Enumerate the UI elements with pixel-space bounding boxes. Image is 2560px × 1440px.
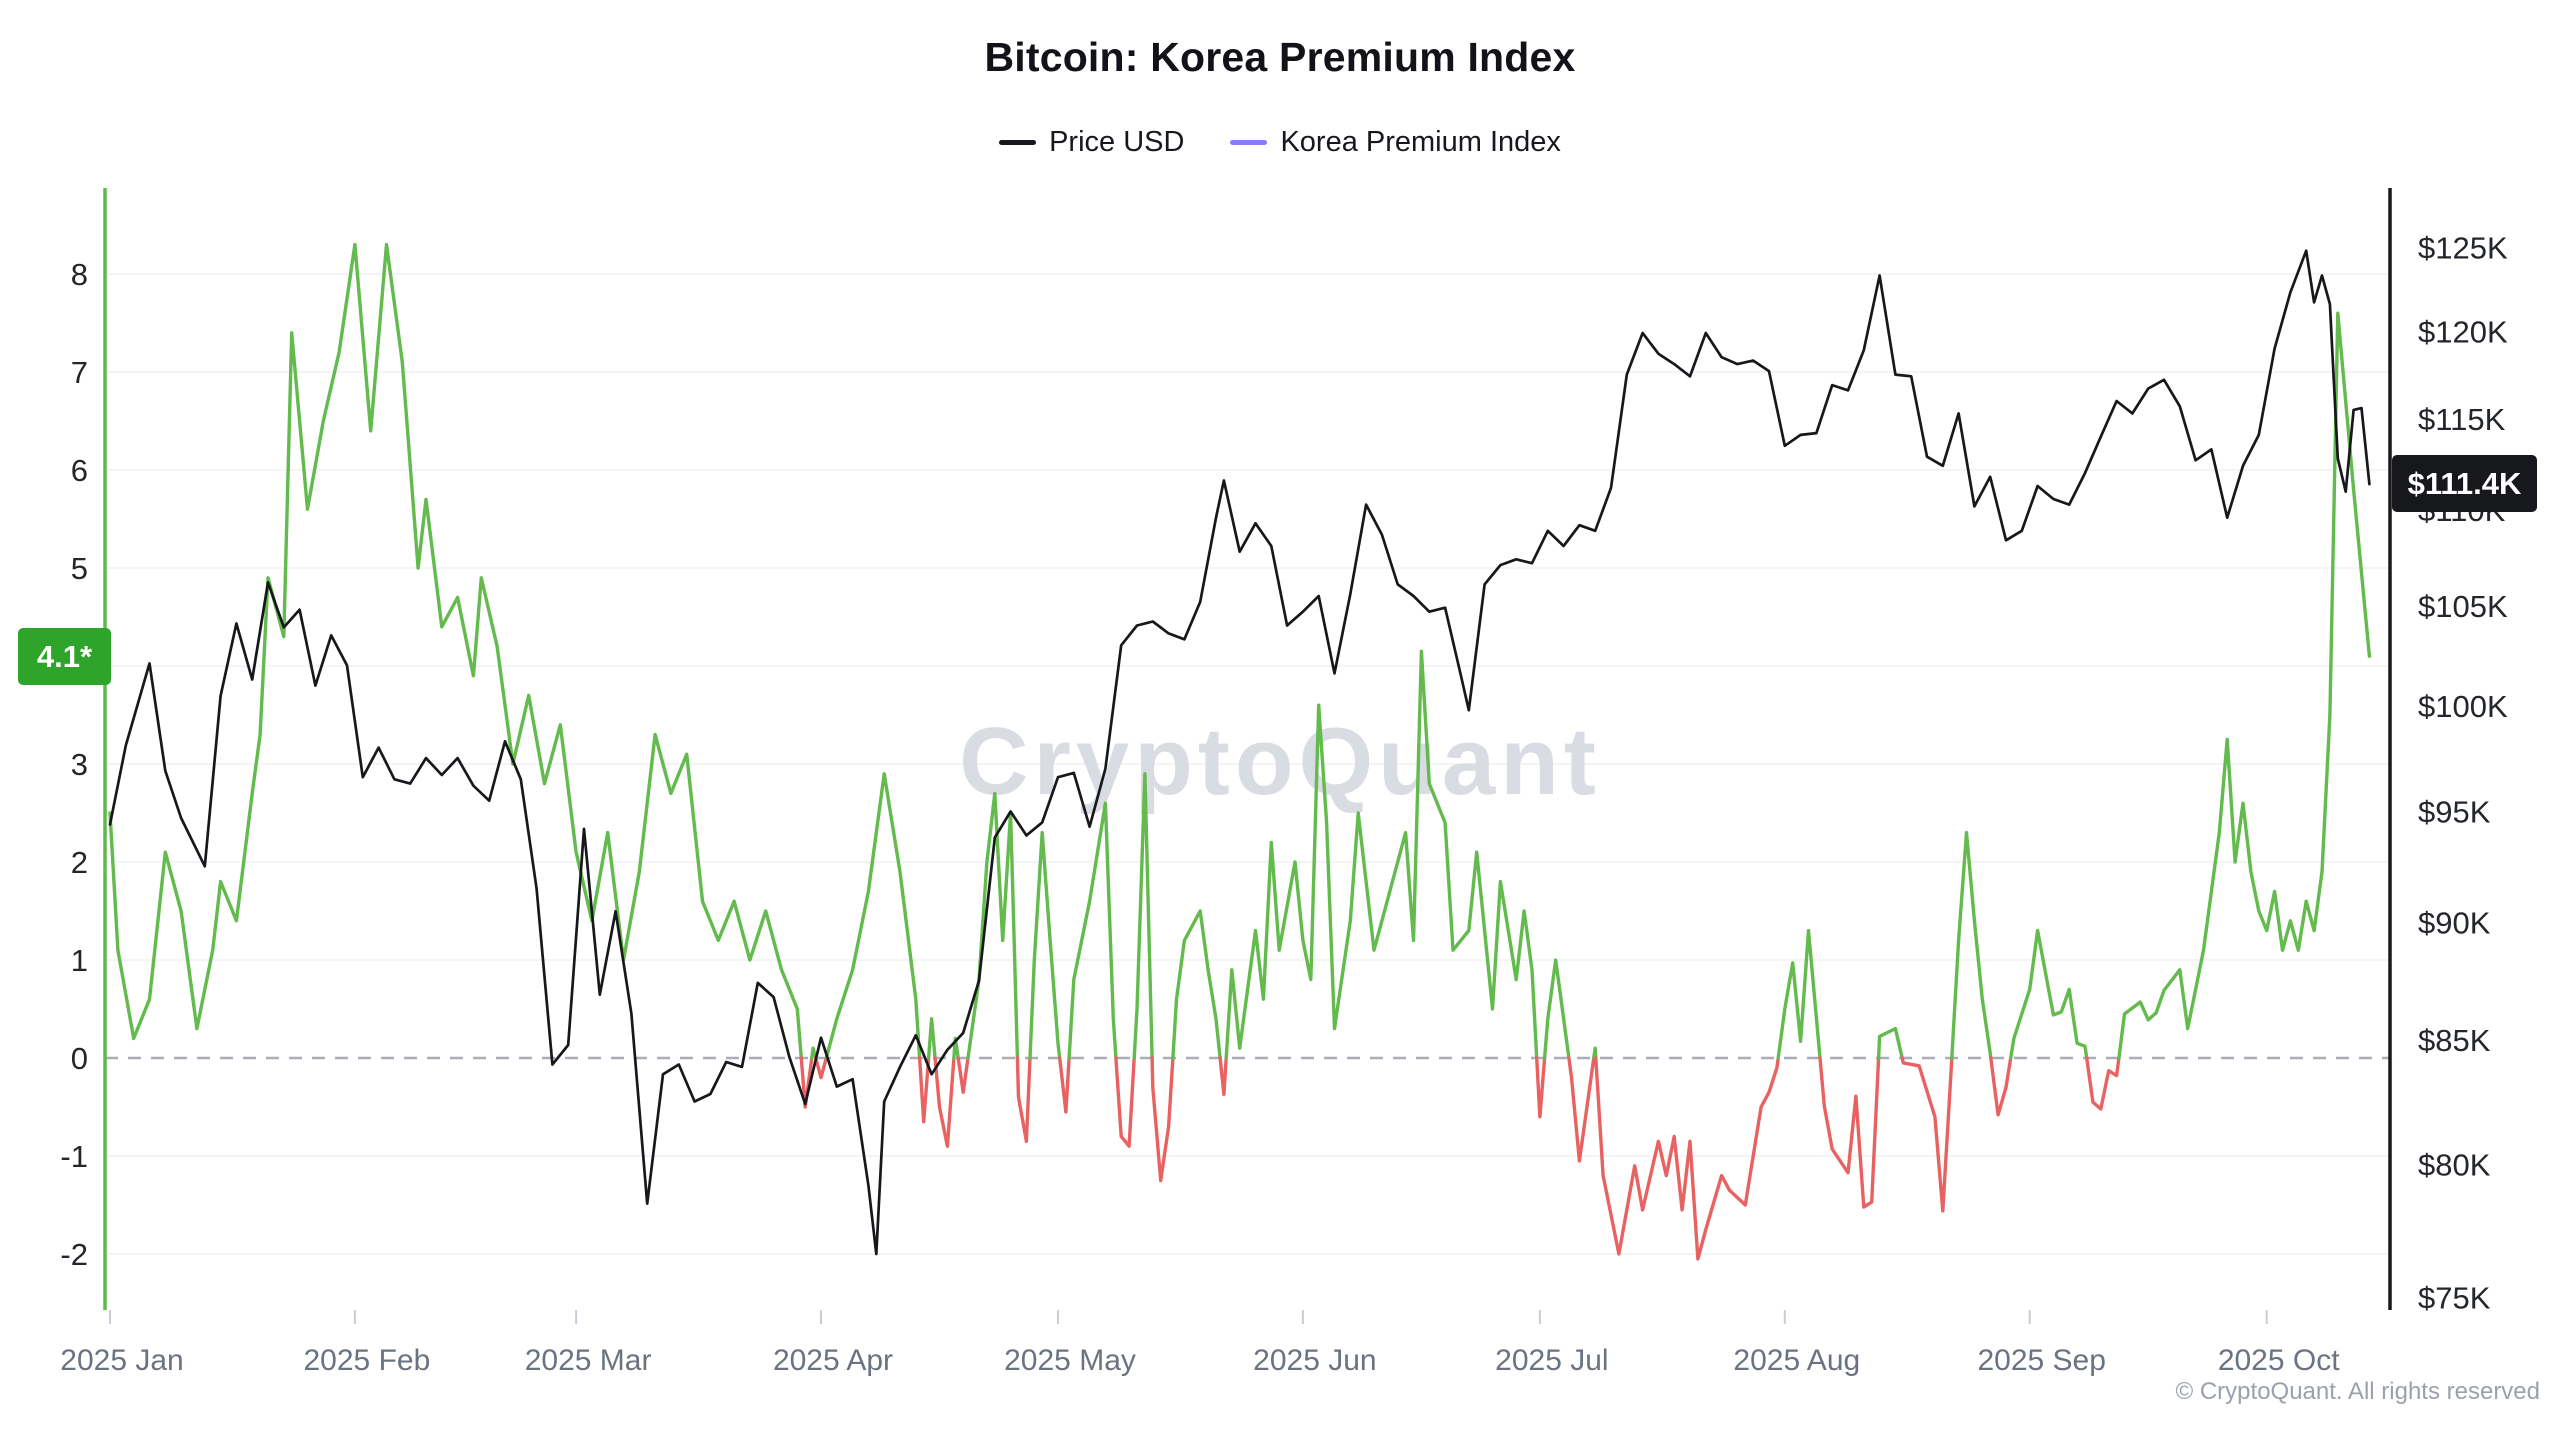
page-title: Bitcoin: Korea Premium Index [984,34,1576,80]
premium-line-segment [1950,830,1993,1060]
left-axis-tick-label: 3 [71,747,88,782]
right-axis-tick-label: $125K [2418,230,2508,265]
chart-legend: Price USD Korea Premium Index [0,126,2560,159]
right-axis-tick-label: $95K [2418,795,2491,830]
premium-line-segment [824,772,922,1060]
left-axis-tick-label: 0 [71,1041,88,1076]
right-axis-tick-label: $75K [2418,1280,2491,1315]
premium-line-segment [1057,1056,1071,1114]
premium-line-segment [1818,1056,1881,1209]
premium-line-segment [1028,830,1062,1060]
left-axis-labels: 876543210-1-2 [60,257,88,1272]
month-label: 2025 Mar [525,1344,652,1377]
month-label: 2025 May [1004,1344,1136,1377]
premium-line-segment [926,1017,937,1060]
premium-series [108,242,2372,1261]
month-label: 2025 Jan [60,1344,183,1377]
legend-label-price: Price USD [1049,126,1185,158]
premium-line-segment [1171,909,1222,1060]
premium-line-segment [1224,649,1539,1060]
premium-line-segment [1900,1056,1954,1213]
left-axis-tick-label: 2 [71,845,88,880]
left-axis-tick-label: 1 [71,943,88,978]
premium-line-segment [1592,1046,1598,1060]
month-label: 2025 Jun [1253,1344,1376,1377]
premium-line-segment [1132,772,1154,1060]
gridlines [105,273,2390,1255]
right-axis-tick-label: $115K [2418,402,2506,437]
right-axis-tick-label: $100K [2418,689,2508,724]
x-axis-labels: 2025 Jan 2025 Feb 2025 Mar 2025 Apr 2025 May… [60,1310,2340,1377]
premium-line-segment [2008,928,2089,1060]
legend-label-premium: Korea Premium Index [1280,126,1561,158]
left-axis-tick-label: -1 [60,1139,88,1174]
month-label: 2025 Feb [304,1344,431,1377]
premium-line-segment [933,1056,956,1148]
premium-line-segment [917,1056,931,1124]
premium-line-segment [2117,311,2372,1060]
left-axis-tick-label: 6 [71,453,88,488]
premium-line-segment [108,242,803,1060]
premium-line-segment [1114,1056,1136,1148]
premium-line-segment [966,791,1020,1060]
right-axis-tick-label: $80K [2418,1148,2491,1183]
premium-line-segment [1534,1056,1547,1119]
premium-line-segment [799,1056,814,1109]
left-axis-tick-label: -2 [60,1237,88,1272]
premium-line-segment [1567,1056,1596,1163]
left-axis-tick-label: 8 [71,257,88,292]
premium-line-segment [810,1046,818,1060]
right-axis-tick-label: $105K [2418,589,2508,624]
right-axis-tick-label: $120K [2418,314,2508,349]
left-axis-tick-label: 7 [71,355,88,390]
watermark-text: CryptoQuant [959,708,1601,815]
premium-line-segment [1542,958,1571,1060]
premium-line-segment [1776,928,1822,1060]
month-label: 2025 Apr [773,1344,893,1377]
premium-line-segment [1150,1056,1175,1183]
price-last-value-badge: $111.4K [2392,455,2537,512]
premium-line-segment [1015,1056,1032,1144]
right-axis-labels: $125K$120K$115K$110K$105K$100K$95K$90K$8… [2418,230,2508,1315]
copyright-text: © CryptoQuant. All rights reserved [2175,1378,2541,1405]
price-legend-dash-icon [999,140,1037,145]
premium-line-segment [1218,1056,1228,1097]
month-label: 2025 Aug [1733,1344,1860,1377]
premium-line-segment [1876,1026,1904,1060]
premium-line-segment [1594,1056,1780,1261]
premium-line-segment [1989,1056,2013,1117]
legend-item-premium[interactable]: Korea Premium Index [1230,126,1561,159]
month-label: 2025 Sep [1977,1344,2105,1377]
premium-last-value-badge: 4.1* [18,628,111,685]
right-axis-tick-label: $90K [2418,906,2491,941]
premium-line-segment [814,1056,828,1080]
premium-line-segment [952,1036,960,1060]
premium-line-segment [956,1056,970,1095]
price-line [108,249,2371,1256]
right-axis-tick-label: $85K [2418,1023,2491,1058]
left-axis-tick-label: 5 [71,551,88,586]
month-label: 2025 Oct [2218,1344,2340,1377]
premium-line-segment [2084,1056,2121,1111]
premium-legend-dash-icon [1230,140,1268,145]
legend-item-price[interactable]: Price USD [999,126,1184,159]
month-label: 2025 Jul [1495,1344,1608,1377]
premium-line-segment [1067,801,1118,1060]
